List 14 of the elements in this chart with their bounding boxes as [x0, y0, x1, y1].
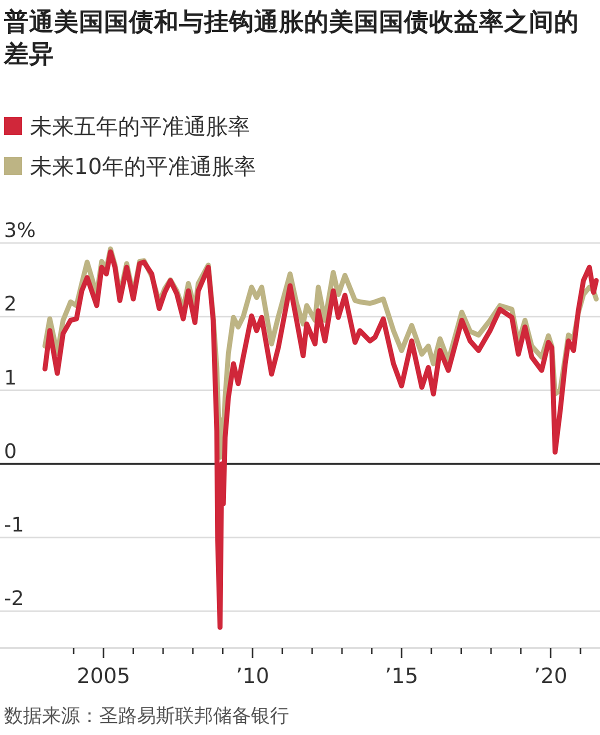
source-note: 数据来源：圣路易斯联邦储备银行: [4, 705, 289, 727]
x-tick-label: ’10: [236, 664, 270, 688]
legend-label: 未来五年的平准通胀率: [30, 115, 250, 140]
x-tick-label: 2005: [76, 664, 130, 688]
y-tick-label: 0: [4, 438, 17, 463]
y-tick-label: -2: [4, 586, 24, 610]
y-tick-label: 2: [4, 292, 17, 316]
y-tick-label: -1: [4, 512, 24, 537]
y-tick-label: 1: [4, 365, 17, 390]
x-tick-label: ’15: [384, 664, 418, 688]
title: 普通美国国债和与挂钩通胀的美国国债收益率之间的差异: [4, 7, 579, 68]
legend-label: 未来10年的平准通胀率: [30, 155, 256, 180]
y-tick-label: 3%: [4, 218, 36, 242]
x-tick-label: ’20: [534, 664, 568, 688]
